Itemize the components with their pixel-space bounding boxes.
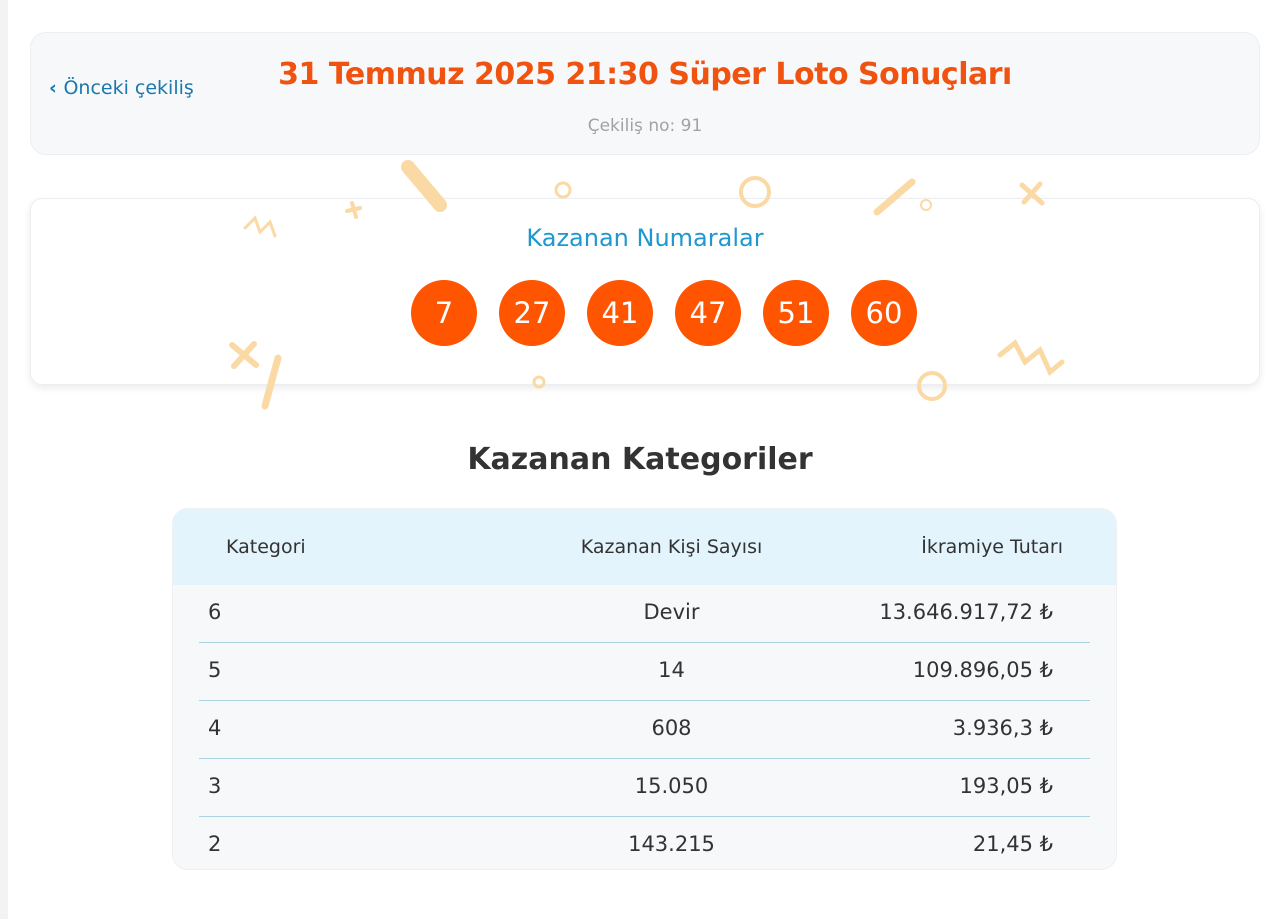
draw-number: Çekiliş no: 91 [587, 116, 703, 136]
previous-draw-link[interactable]: ‹ Önceki çekiliş [49, 77, 194, 99]
page-title: 31 Temmuz 2025 21:30 Süper Loto Sonuçlar… [278, 57, 1012, 92]
number-ball: 41 [587, 280, 653, 346]
table-header: Kategori Kazanan Kişi Sayısı İkramiye Tu… [173, 509, 1116, 585]
winners-cell: 608 [651, 716, 692, 740]
table-row: 6 Devir 13.646.917,72 ₺ [199, 585, 1090, 643]
number-balls: 7 27 41 47 51 60 [411, 280, 917, 346]
prize-cell: 193,05 ₺ [959, 774, 1053, 798]
table-row: 2 143.215 21,45 ₺ [199, 817, 1090, 869]
prize-cell: 13.646.917,72 ₺ [879, 600, 1053, 624]
number-ball: 60 [851, 280, 917, 346]
prize-cell: 3.936,3 ₺ [952, 716, 1053, 740]
category-cell: 2 [208, 832, 222, 856]
chevron-left-icon: ‹ [49, 77, 64, 99]
number-ball: 27 [499, 280, 565, 346]
number-ball: 51 [763, 280, 829, 346]
previous-draw-label: Önceki çekiliş [63, 77, 194, 99]
prize-table: Kategori Kazanan Kişi Sayısı İkramiye Tu… [172, 508, 1117, 870]
prize-cell: 21,45 ₺ [972, 832, 1053, 856]
column-header-prize: İkramiye Tutarı [921, 536, 1063, 558]
draw-header: ‹ Önceki çekiliş 31 Temmuz 2025 21:30 Sü… [30, 32, 1260, 155]
categories-title: Kazanan Kategoriler [467, 442, 813, 477]
winners-cell: Devir [643, 600, 700, 624]
page-edge [0, 0, 8, 919]
winners-cell: 143.215 [628, 832, 715, 856]
column-header-category: Kategori [226, 536, 306, 558]
number-ball: 47 [675, 280, 741, 346]
category-cell: 5 [208, 658, 222, 682]
table-row: 5 14 109.896,05 ₺ [199, 643, 1090, 701]
table-row: 4 608 3.936,3 ₺ [199, 701, 1090, 759]
number-ball: 7 [411, 280, 477, 346]
winners-cell: 14 [658, 658, 685, 682]
winning-numbers-card: Kazanan Numaralar 7 27 41 47 51 60 [30, 198, 1260, 385]
prize-cell: 109.896,05 ₺ [912, 658, 1053, 682]
table-row: 3 15.050 193,05 ₺ [199, 759, 1090, 817]
category-cell: 4 [208, 716, 222, 740]
category-cell: 3 [208, 774, 222, 798]
column-header-winners: Kazanan Kişi Sayısı [580, 536, 763, 558]
winning-numbers-title: Kazanan Numaralar [526, 224, 764, 252]
category-cell: 6 [208, 600, 222, 624]
winners-cell: 15.050 [634, 774, 709, 798]
